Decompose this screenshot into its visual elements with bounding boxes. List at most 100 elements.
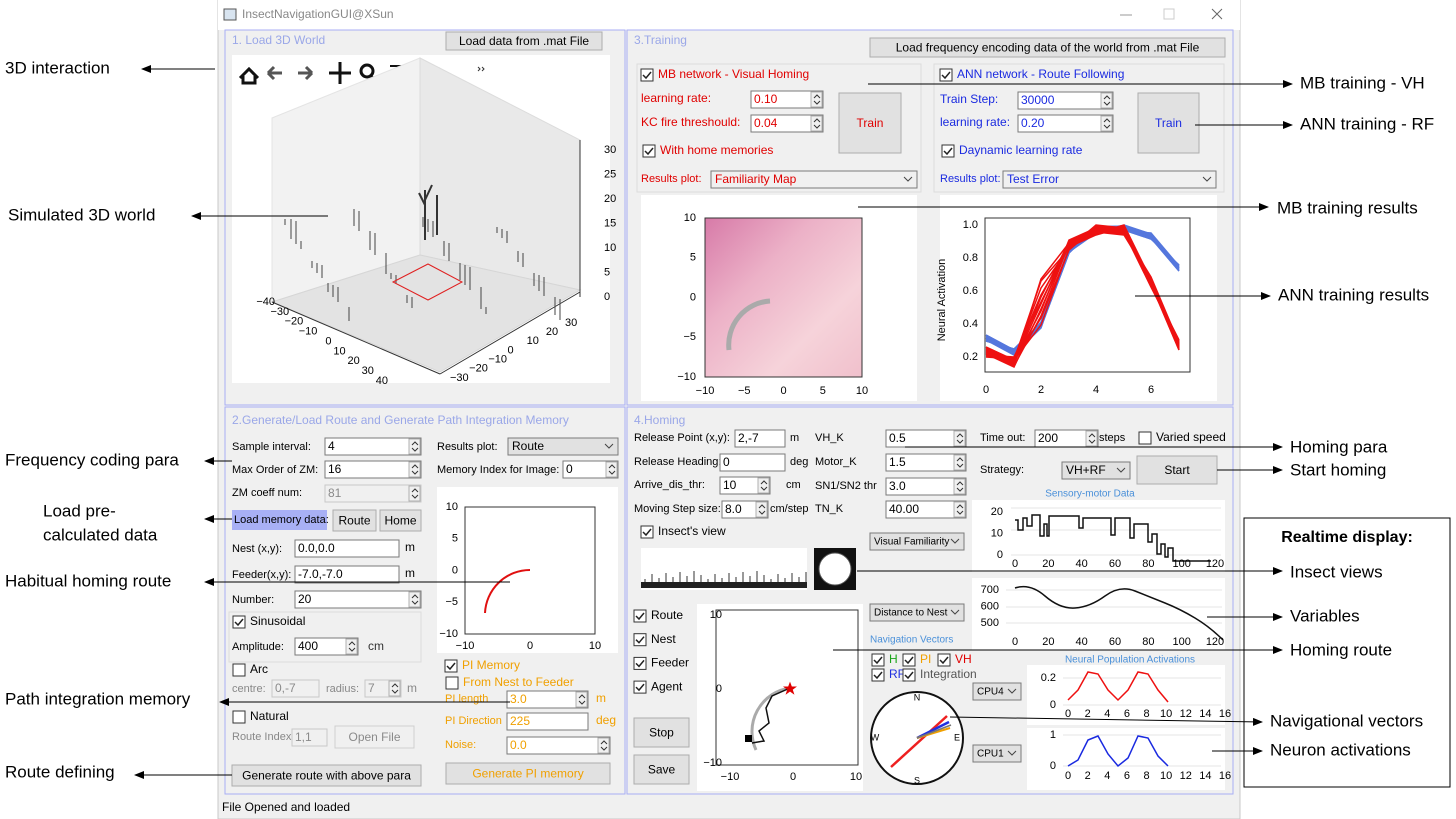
forward-icon (298, 65, 314, 81)
tick-label: 5 (452, 533, 458, 545)
route-line (484, 568, 531, 614)
check-mark (873, 656, 883, 665)
checkbox[interactable] (444, 659, 458, 673)
button[interactable] (1136, 455, 1218, 485)
text-input[interactable] (885, 477, 967, 496)
label: Results plot: (641, 173, 702, 185)
text-input[interactable] (294, 539, 400, 558)
tick-label: 10 (446, 501, 458, 513)
check-mark (941, 71, 951, 80)
dropdown-arrow (604, 443, 614, 449)
button[interactable] (445, 762, 611, 785)
button[interactable] (379, 509, 422, 532)
text-input[interactable] (885, 453, 967, 472)
spin-button[interactable] (953, 430, 966, 447)
button[interactable] (334, 725, 415, 749)
dropdown[interactable] (972, 744, 1022, 763)
spin-button[interactable] (575, 691, 588, 708)
checkbox[interactable] (871, 668, 885, 682)
text-input[interactable] (719, 453, 786, 472)
dropdown[interactable] (1002, 170, 1217, 189)
text-input[interactable] (294, 590, 422, 609)
checkbox[interactable] (445, 676, 459, 690)
button[interactable] (332, 509, 377, 532)
spin-button[interactable] (345, 638, 358, 655)
spin-button[interactable] (1100, 92, 1113, 109)
checkbox[interactable] (633, 633, 647, 647)
text-input[interactable] (271, 679, 320, 698)
button[interactable] (633, 754, 690, 785)
spin-button[interactable] (1100, 115, 1113, 132)
plot-frame (715, 609, 859, 766)
text-input[interactable] (750, 114, 824, 133)
spin-button[interactable] (597, 737, 610, 754)
text-input[interactable] (750, 90, 824, 109)
checkbox[interactable] (633, 680, 647, 694)
dropdown[interactable] (972, 682, 1022, 701)
pan-icon (329, 62, 351, 84)
button[interactable] (633, 717, 690, 748)
checkbox[interactable] (232, 663, 246, 677)
dropdown-value: Distance to Nest (874, 608, 948, 619)
spin-button[interactable] (388, 680, 401, 697)
text-input[interactable] (324, 484, 422, 503)
button[interactable] (838, 92, 902, 154)
checkbox[interactable] (232, 710, 246, 724)
spin-button[interactable] (1085, 430, 1098, 447)
dropdown-value: Route (512, 439, 544, 453)
text-input[interactable] (294, 565, 400, 584)
checkbox[interactable] (633, 609, 647, 623)
nest-marker (745, 735, 752, 742)
spin-button[interactable] (953, 454, 966, 471)
checkbox-label: Natural (250, 709, 289, 723)
text-input[interactable] (885, 500, 967, 519)
text-input[interactable] (1017, 114, 1114, 133)
spin-button[interactable] (605, 461, 618, 478)
dropdown[interactable] (869, 532, 965, 551)
checkbox[interactable] (902, 668, 916, 682)
checkbox[interactable] (937, 653, 951, 667)
checkbox[interactable] (871, 653, 885, 667)
text-input[interactable] (734, 429, 786, 448)
dropdown[interactable] (710, 170, 918, 189)
tick-label: 10 (604, 242, 616, 254)
text-input[interactable] (506, 736, 611, 755)
text-input[interactable] (291, 728, 328, 747)
spin-button[interactable] (408, 438, 421, 455)
dropdown[interactable] (1061, 461, 1131, 480)
checkbox[interactable] (941, 144, 955, 158)
spin-button[interactable] (408, 485, 421, 502)
spin-button[interactable] (757, 477, 770, 494)
text-input[interactable] (506, 712, 589, 731)
dropdown[interactable] (869, 603, 965, 622)
spin-button[interactable] (755, 501, 768, 518)
text-input[interactable] (294, 637, 359, 656)
text-input[interactable] (1017, 91, 1114, 110)
checkbox[interactable] (633, 656, 647, 670)
text-input[interactable] (506, 690, 589, 709)
text-input[interactable] (562, 460, 619, 479)
button[interactable] (1137, 92, 1200, 154)
spin-button[interactable] (408, 591, 421, 608)
spin-button[interactable] (953, 478, 966, 495)
checkbox[interactable] (232, 615, 246, 629)
checkbox[interactable] (642, 144, 656, 158)
button[interactable] (445, 31, 603, 51)
dropdown[interactable] (507, 437, 619, 456)
spin-button[interactable] (810, 115, 823, 132)
spin-arrows (956, 504, 964, 515)
tick-label: 10 (1160, 770, 1172, 782)
checkbox[interactable] (640, 68, 654, 82)
button[interactable] (869, 37, 1226, 58)
checkbox[interactable] (902, 653, 916, 667)
spin-button[interactable] (953, 501, 966, 518)
spin-button[interactable] (408, 461, 421, 478)
spin-button[interactable] (810, 91, 823, 108)
text-input[interactable] (324, 437, 422, 456)
text-input[interactable] (324, 460, 422, 479)
annotation: Homing route (1290, 640, 1392, 659)
plot-area (1027, 665, 1225, 725)
checkbox[interactable] (1138, 431, 1152, 445)
checkbox[interactable] (939, 68, 953, 82)
checkbox[interactable] (640, 525, 654, 539)
